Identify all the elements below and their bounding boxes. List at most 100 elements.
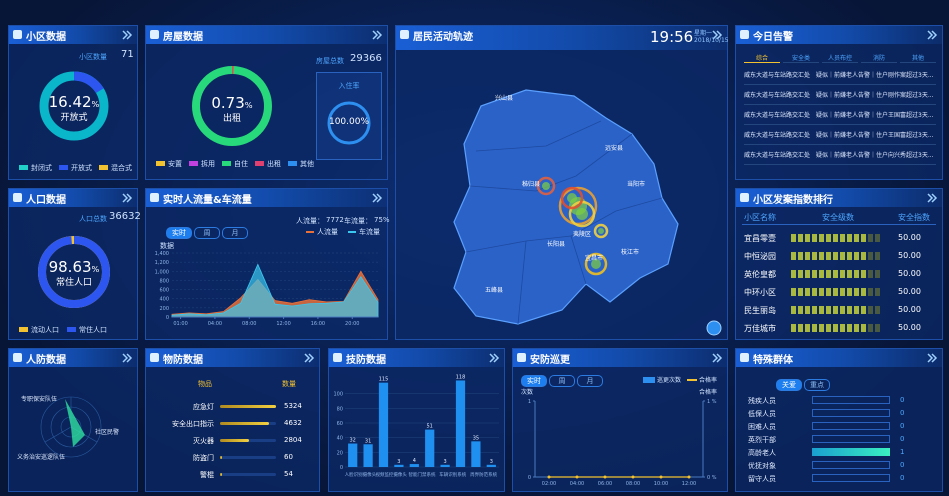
row-name: 留守人员 [748,475,776,483]
alarm-tab[interactable]: 综合 [744,53,780,63]
legend-swatch [306,231,314,233]
level-segment [854,252,859,260]
x-tick-label: 04:00 [570,481,584,487]
value-label: 4 [413,458,416,464]
donut-arc [192,66,272,146]
level-segment [805,252,810,260]
bar-track [220,456,276,459]
legend-label: 流动人口 [31,326,59,334]
alarm-row[interactable]: 威东大道与车站路交汇处 疑似｜前嫌老人告警｜住户向兴秀超过3天... [744,150,936,165]
legend-swatch [59,165,68,170]
level-segment [833,288,838,296]
donut-arc [327,101,371,145]
chart-area [372,193,383,203]
donut-arc [38,236,110,308]
legend-label: 合格率 [699,377,718,384]
tab[interactable]: 周 [549,375,575,387]
level-segment [805,306,810,314]
alarm-tab[interactable]: 其他 [900,53,936,63]
weekday: 星期一 [694,30,713,37]
level-segment [826,306,831,314]
level-segment [805,270,810,278]
tab[interactable]: 周 [194,227,220,239]
legend-label: 混合式 [111,164,132,172]
level-segment [854,306,859,314]
value-label: 118 [456,374,466,380]
row-value: 0 [900,409,905,417]
tab[interactable]: 实时 [521,375,547,387]
level-segment [812,306,817,314]
radar-shape [65,399,85,447]
item-name: 灭火器 [193,437,214,445]
panel: 小区数据 小区数量 71 16.42% 开放式 封闭式 开放式 混合式 [8,25,138,180]
panel: 今日告警 综合 安全类 人员布控 消防 其他 威东大道与车站路交汇处 疑似｜前嫌老人告警｜住… [735,25,943,180]
alarm-row[interactable]: 威东大道与车站路交汇处 疑似｜前嫌老人告警｜住户刚作案超过3天... [744,70,936,85]
legend-label: 封闭式 [31,164,52,172]
level-segment [812,234,817,242]
item-name: 应急灯 [193,403,214,411]
hotspot [560,186,584,210]
area [171,263,379,318]
y2-tick-label: 0 % [707,475,717,481]
chart-area: 0 20 40 60 80 100 32 31 115 3 4 51 3 118 35 3 人脸识别摄像头 视频监… [333,374,499,478]
level-segment [819,252,824,260]
panel: 物防数据 物品 数量 应急灯 5324 安全出口指示 4632 灭火器 2804 防盗门 60 警棍 5… [145,348,320,492]
tab[interactable]: 月 [222,227,248,239]
bar-track [220,473,276,476]
tab[interactable]: 实时 [166,227,192,239]
expand-icon [122,30,133,40]
x-tick-label: 10:00 [654,481,668,487]
panel-icon [400,30,409,39]
people-value: 7772 [326,216,344,224]
row-name: 中环小区 [744,288,776,297]
legend-swatch [643,377,655,383]
x-tick-label: 人脸识别摄像头 [345,471,377,478]
alarm-tab[interactable]: 人员布控 [822,53,858,63]
rate-point [603,475,607,479]
hotspot [593,223,609,239]
level-segment [791,306,796,314]
legend-label: 车流量 [359,228,380,236]
chart-area [122,193,133,203]
y-tick-label: 1,400 [155,251,169,257]
panel: 人防数据 专职保安队伍 社区民警 义务治安巡逻队伍 [8,348,138,492]
row-name: 万佳城市 [744,324,776,333]
x-tick-label: 视频监控摄像头 [375,471,407,478]
people-label: 人流量： [296,217,324,225]
level-segment [868,306,873,314]
item-value: 4632 [284,419,302,427]
rate-number: 98.63 [48,258,92,276]
alarm-tab[interactable]: 消防 [861,53,897,63]
panel-header: 安防巡更 [513,349,727,367]
level-segment [847,270,852,278]
chart-area [927,353,938,363]
tab[interactable]: 关爱 [776,379,802,391]
chart-area: 0 1 0 % 1 % 02:00 04:00 06:00 08:00 10:00 12:00 [528,399,717,487]
expand-icon [372,193,383,203]
alarm-row[interactable]: 威东大道与车站路交汇处 疑似｜前嫌老人告警｜住户王国富超过3天... [744,110,936,125]
alarm-row[interactable]: 威东大道与车站路交汇处 疑似｜前嫌老人告警｜住户刚作案超过3天... [744,90,936,105]
level-segment [819,306,824,314]
panel: 特殊群体 关爱 重点 残疾人员 0 低保人员 0 困难人员 0 英烈干部 0 高龄老人 1 优抚对象 0 留守… [735,348,943,492]
chart-area [39,71,109,141]
legend-swatch [222,161,231,166]
alarm-tab[interactable]: 安全类 [783,53,819,63]
hotspot-core [591,259,601,269]
legend-swatch [156,161,165,166]
chart-area [712,353,723,363]
alarm-row[interactable]: 威东大道与车站路交汇处 疑似｜前嫌老人告警｜住户王国富超过3天... [744,130,936,145]
level-segment [840,270,845,278]
bar-track [812,396,890,404]
bar-track [812,422,890,430]
value-label: 3 [444,459,447,465]
level-segment [791,270,796,278]
tab[interactable]: 重点 [804,379,830,391]
panel-title: 特殊群体 [753,355,793,366]
tab[interactable]: 月 [577,375,603,387]
header-rule [742,224,936,225]
legend-swatch [19,327,28,332]
y-tick-label: 0 [340,465,343,471]
bar [220,405,276,408]
panel-title: 技防数据 [346,355,386,366]
